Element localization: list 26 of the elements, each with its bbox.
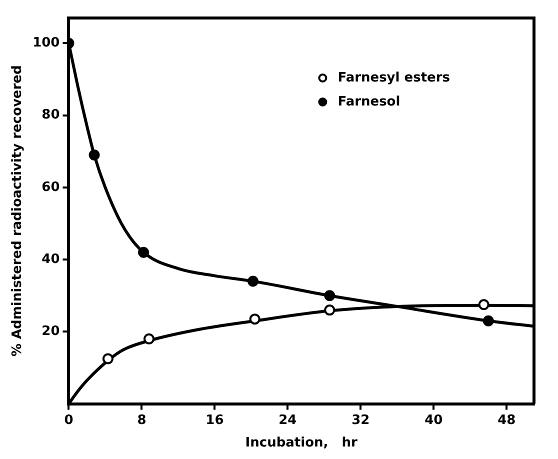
x-tick-label: 16 <box>206 412 224 428</box>
x-tick-label: 24 <box>278 412 297 428</box>
point <box>249 314 260 325</box>
y-tick-label: 40 <box>42 252 60 267</box>
legend-label: Farnesyl esters <box>338 70 450 86</box>
point <box>138 246 150 258</box>
x-tick-label: 0 <box>64 412 74 428</box>
point <box>88 150 100 161</box>
point <box>102 353 114 364</box>
y-tick-label: 20 <box>42 324 60 340</box>
point <box>144 333 155 344</box>
y-tick-label: 80 <box>42 108 60 123</box>
point <box>324 290 336 302</box>
x-tick-label: 32 <box>352 412 370 428</box>
x-tick-label: 8 <box>137 412 146 428</box>
y-axis-title: % Administered radioactivity recovered <box>10 65 26 357</box>
point <box>478 299 490 310</box>
point <box>324 304 336 316</box>
point <box>248 276 259 287</box>
point <box>482 315 494 326</box>
y-tick-label: 60 <box>42 180 60 195</box>
legend-label: Farnesol <box>338 94 400 110</box>
x-tick-label: 40 <box>424 412 443 428</box>
x-tick-label: 48 <box>498 412 516 428</box>
x-axis-title: Incubation, hr <box>245 436 358 451</box>
y-tick-label: 100 <box>32 36 60 51</box>
